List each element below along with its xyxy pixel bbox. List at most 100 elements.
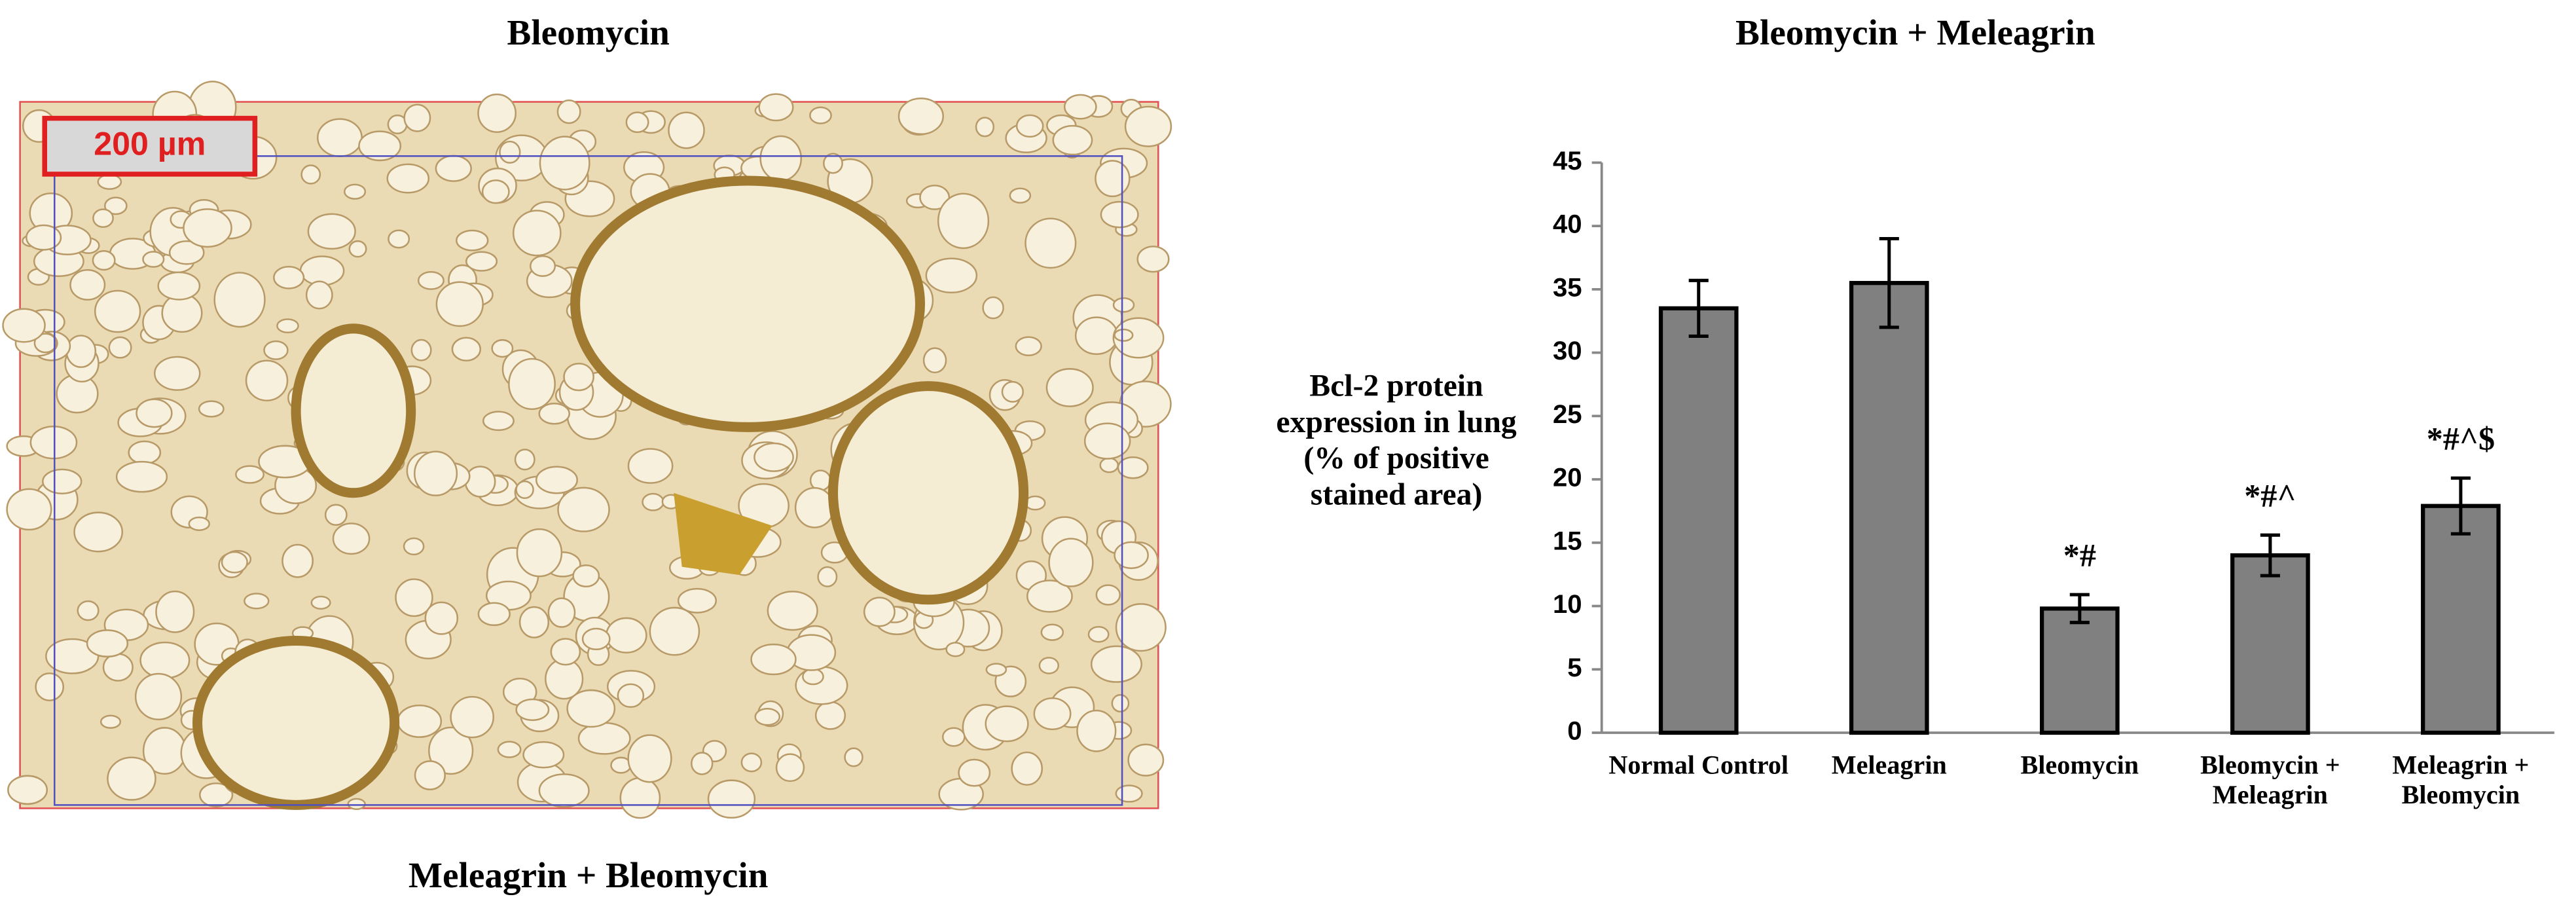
alveolus [281,543,314,578]
alveolus [348,240,367,258]
alveolus [134,672,183,721]
alveolus [86,629,129,658]
alveolus [577,722,631,755]
alveolus [69,269,106,301]
alveolus [464,466,496,498]
y-tick-label: 45 [1553,146,1582,175]
alveolus [922,347,947,374]
alveolus [310,595,331,610]
alveolus [937,193,990,249]
alveolus [139,641,190,679]
alveolus [1009,187,1032,204]
alveolus [1038,657,1060,674]
alveolus [263,340,289,360]
alveolus [1114,541,1149,570]
bar [2421,504,2501,735]
alveolus [1095,160,1131,198]
alveolus [497,741,522,758]
alveolus [550,638,581,666]
alveolus [758,93,794,122]
alveolus [817,566,838,587]
panel-title: Meleagrin + Bleomycin [408,855,768,895]
alveolus [617,683,645,708]
alveolus [456,229,489,251]
x-tick-label: Bleomycin [2020,752,2139,781]
alveolus [199,782,234,808]
alveolus [512,210,562,257]
alveolus [753,442,794,472]
alveolus [775,753,805,782]
alveolus [538,773,590,808]
alveolus [1025,217,1077,269]
annotation: *# [2063,536,2096,573]
alveolus [183,208,232,248]
alveolus [1115,784,1143,803]
alveolus [1112,297,1135,313]
alveolus [572,564,600,588]
alveolus [477,93,517,133]
alveolus [1117,456,1149,479]
alveolus [1026,580,1073,613]
annotation: *#^ [2244,477,2296,514]
alveolus [276,318,299,333]
alveolus [1112,317,1165,359]
alveolus [538,402,570,425]
alveolus [1083,422,1131,460]
bar [1658,306,1739,735]
alveolus [414,760,446,790]
y-label-box: Bcl-2 protein expression in lung (% of p… [1276,369,1517,512]
y-axis-label: Bcl-2 protein expression in lung (% of p… [1276,369,1517,512]
alveolus [1076,709,1117,752]
alveolus [358,130,402,162]
alveolus [1100,200,1139,229]
alveolus [300,164,321,185]
alveolus [1127,743,1165,777]
alveolus [1052,124,1093,156]
alveolus [92,208,114,228]
alveolus [809,106,832,124]
frame [54,155,1123,806]
x-tick-label: Bleomycin + Meleagrin [2200,752,2340,811]
alveolus [898,98,944,136]
alveolus [155,590,195,633]
bar [1849,281,1929,735]
alveolus [97,174,122,190]
alveolus [317,118,363,158]
airway [570,175,926,432]
alveolus [386,163,430,194]
alveolus [566,689,616,728]
y-tick-label: 20 [1553,463,1582,492]
alveolus [1124,105,1172,147]
airway [192,635,400,810]
alveolus [103,196,128,215]
alveolus [642,492,664,511]
alveolus [154,356,201,391]
alveolus [410,339,432,361]
alveolus [802,668,824,686]
alveolus [481,179,510,204]
alveolus [958,758,991,787]
alveolus [128,440,162,465]
alveolus [499,140,521,164]
alveolus [529,255,556,277]
alveolus [465,251,498,272]
alveolus [403,103,431,132]
alveolus [1090,645,1142,683]
alveolus [491,339,514,358]
alveolus [115,460,168,493]
alveolus [863,597,896,627]
alveolus [547,597,576,628]
alveolus [1074,316,1119,356]
error-bar [1688,278,1709,338]
error-bar [2260,533,2280,578]
alveolus [707,779,756,819]
alveolus [395,578,433,617]
alveolus [136,398,173,428]
alveolus [403,537,425,556]
alveolus [244,593,270,610]
airway [827,381,1029,605]
alveolus [424,601,459,635]
alveolus [767,591,818,631]
y-tick-label: 35 [1553,272,1582,302]
alveolus [73,511,124,553]
